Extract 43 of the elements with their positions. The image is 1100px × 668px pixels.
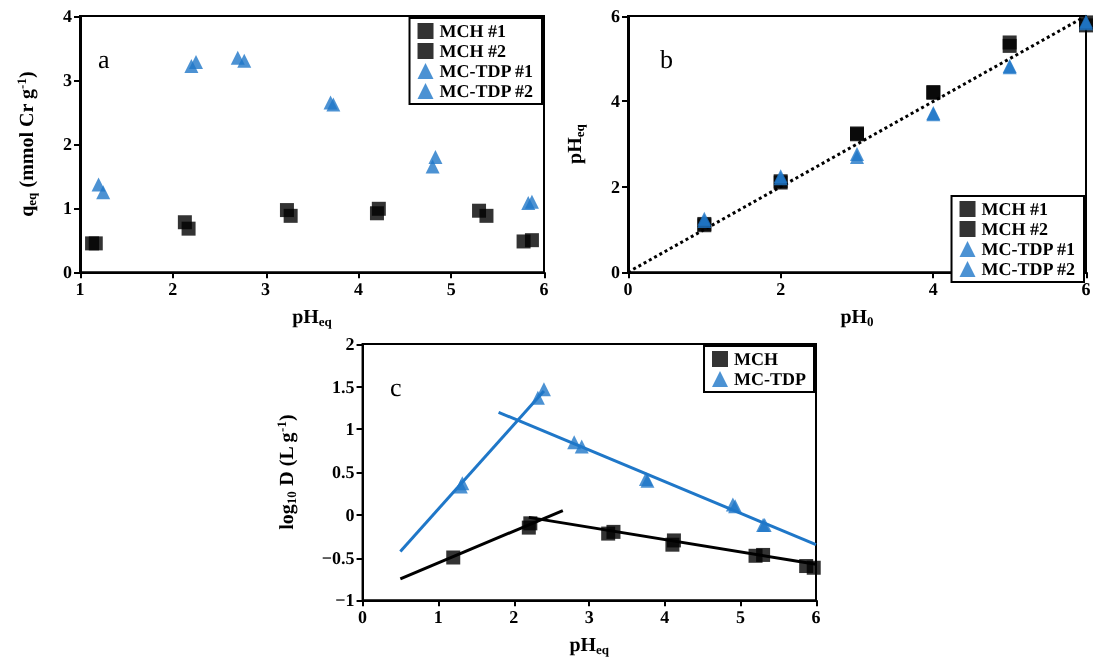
x-tick-label: 5 <box>446 279 457 300</box>
x-tick-label: 4 <box>660 607 671 628</box>
x-tick-label: 0 <box>358 607 369 628</box>
x-tick-label: 2 <box>776 279 787 300</box>
legend-label: MCH #2 <box>439 41 508 61</box>
y-tick-label: 0 <box>611 262 621 283</box>
legend-label: MC-TDP #2 <box>981 259 1077 279</box>
legend-label: MCH #1 <box>439 21 508 41</box>
legend-label: MC-TDP #1 <box>439 61 535 81</box>
y-tick-label: 0 <box>63 262 73 283</box>
text: b <box>660 44 673 74</box>
legend-label: MC-TDP #2 <box>439 81 535 101</box>
y-tick-label: 3 <box>63 70 73 91</box>
legend-label: MCH <box>734 349 779 369</box>
x-tick-label: 3 <box>584 607 595 628</box>
y-tick-label: 2 <box>63 134 73 155</box>
text: a <box>98 44 110 74</box>
y-tick-label: 4 <box>63 6 73 26</box>
x-tick-label: 4 <box>928 279 939 300</box>
y-tick-label: −1 <box>335 590 356 611</box>
legend-label: MC-TDP #1 <box>981 239 1077 259</box>
x-tick-label: 5 <box>735 607 746 628</box>
x-tick-label: 6 <box>539 279 550 300</box>
legend-label: MC-TDP <box>734 369 807 389</box>
y-tick-label: 6 <box>611 6 621 26</box>
y-tick-label: 1 <box>63 198 73 219</box>
x-tick-label: 6 <box>1081 279 1092 300</box>
y-tick-label: 0.5 <box>332 462 356 483</box>
legend-label: MCH #2 <box>981 219 1050 239</box>
legend-label: MCH #1 <box>981 199 1050 219</box>
x-tick-label: 1 <box>433 607 444 628</box>
text: c <box>390 372 402 402</box>
x-tick-label: 2 <box>168 279 179 300</box>
y-tick-label: 2 <box>611 176 621 197</box>
y-tick-label: 1 <box>345 419 356 440</box>
x-tick-label: 2 <box>509 607 520 628</box>
y-tick-label: 0 <box>345 504 356 525</box>
y-tick-label: 2 <box>345 334 356 354</box>
x-tick-label: 6 <box>811 607 822 628</box>
y-tick-label: 1.5 <box>332 376 356 397</box>
y-tick-label: −0.5 <box>321 547 356 568</box>
y-tick-label: 4 <box>611 91 621 112</box>
x-tick-label: 3 <box>261 279 272 300</box>
